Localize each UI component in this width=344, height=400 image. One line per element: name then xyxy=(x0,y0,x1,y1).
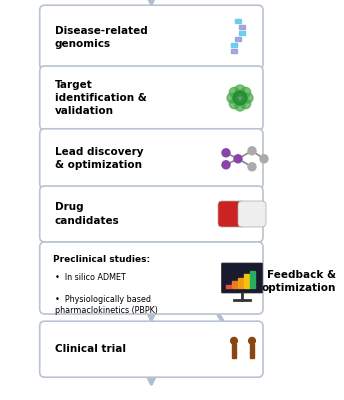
FancyBboxPatch shape xyxy=(238,201,266,227)
FancyBboxPatch shape xyxy=(40,66,263,130)
Circle shape xyxy=(230,338,237,344)
FancyBboxPatch shape xyxy=(40,129,263,189)
Text: Feedback &
optimization: Feedback & optimization xyxy=(262,270,336,293)
Circle shape xyxy=(227,93,237,103)
Bar xyxy=(235,19,241,23)
Bar xyxy=(226,284,231,288)
Circle shape xyxy=(260,155,268,163)
Bar xyxy=(250,352,251,358)
Circle shape xyxy=(249,338,255,344)
Bar xyxy=(232,352,234,358)
Bar xyxy=(238,278,243,288)
Bar xyxy=(250,344,255,352)
Circle shape xyxy=(229,87,239,97)
Bar xyxy=(232,344,236,352)
Text: Clinical trial: Clinical trial xyxy=(55,344,126,354)
Bar xyxy=(235,37,241,41)
Bar xyxy=(239,25,245,29)
Text: •  In silico ADMET: • In silico ADMET xyxy=(55,273,126,282)
Bar xyxy=(232,281,237,288)
Bar xyxy=(239,31,245,35)
Bar xyxy=(235,352,236,358)
Circle shape xyxy=(235,85,245,95)
FancyBboxPatch shape xyxy=(40,321,263,377)
Bar xyxy=(231,49,237,53)
Text: •  Physiologically based
pharmaclokinetics (PBPK): • Physiologically based pharmaclokinetic… xyxy=(55,295,158,315)
Text: Drug
candidates: Drug candidates xyxy=(55,202,119,226)
Text: Lead discovery
& optimization: Lead discovery & optimization xyxy=(55,147,143,170)
Text: Target
identification &
validation: Target identification & validation xyxy=(55,80,147,116)
Bar xyxy=(250,270,255,288)
FancyBboxPatch shape xyxy=(40,5,263,69)
Bar xyxy=(231,43,237,47)
FancyBboxPatch shape xyxy=(222,263,262,293)
FancyBboxPatch shape xyxy=(40,242,263,314)
Circle shape xyxy=(241,87,251,97)
Circle shape xyxy=(248,147,256,155)
FancyBboxPatch shape xyxy=(40,186,263,242)
Circle shape xyxy=(248,163,256,171)
Circle shape xyxy=(241,99,251,109)
Text: Disease-related
genomics: Disease-related genomics xyxy=(55,26,148,49)
Circle shape xyxy=(243,93,253,103)
FancyBboxPatch shape xyxy=(218,201,246,227)
Circle shape xyxy=(222,161,230,169)
Circle shape xyxy=(233,91,247,105)
Circle shape xyxy=(235,101,245,111)
Bar xyxy=(252,352,255,358)
Bar xyxy=(244,274,249,288)
Text: Preclinical studies:: Preclinical studies: xyxy=(53,255,150,264)
Circle shape xyxy=(229,99,239,109)
Circle shape xyxy=(234,155,242,163)
Circle shape xyxy=(222,149,230,157)
